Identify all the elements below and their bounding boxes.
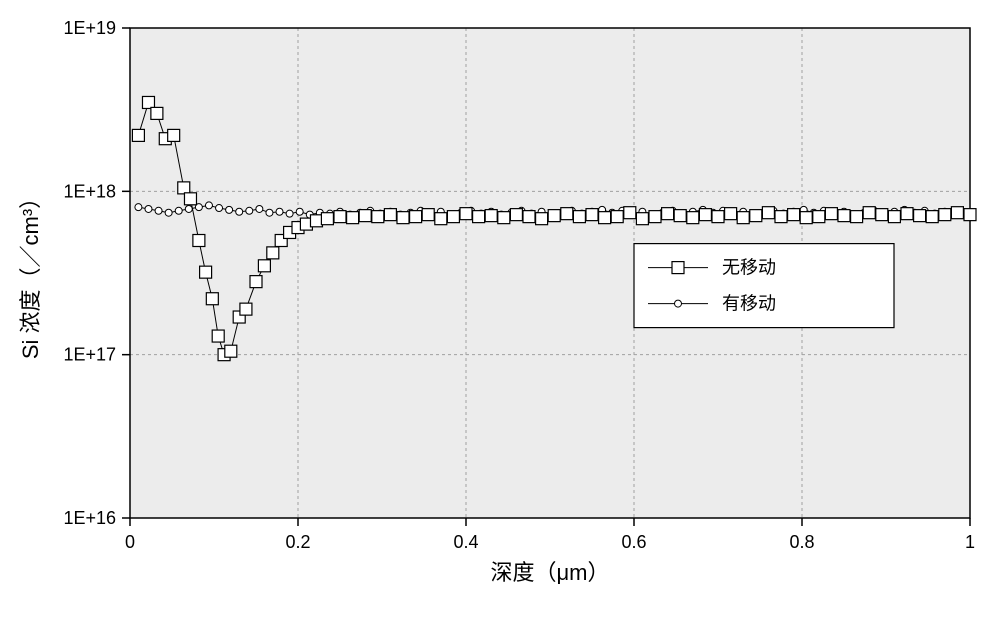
- y-axis-label: Si 浓度（／cm³）: [18, 187, 43, 359]
- x-axis-label: 深度（μm）: [490, 560, 609, 585]
- chart-svg: 0 0.2 0.4 0.6 0.8 1 1E+16 1E+17 1E+18 1E+19 深度（μm）…: [0, 0, 1000, 632]
- x-tick-label: 1: [965, 532, 975, 552]
- x-tick-label: 0.4: [453, 532, 478, 552]
- x-tick-label: 0.8: [789, 532, 814, 552]
- legend-label: 无移动: [722, 258, 776, 278]
- legend: 无移动有移动: [634, 244, 894, 328]
- chart-container: 0 0.2 0.4 0.6 0.8 1 1E+16 1E+17 1E+18 1E+19 深度（μm）…: [0, 0, 1000, 632]
- x-tick-label: 0.2: [285, 532, 310, 552]
- x-tick-label: 0.6: [621, 532, 646, 552]
- x-tick-label: 0: [125, 532, 135, 552]
- y-tick-label: 1E+19: [63, 18, 116, 38]
- legend-label: 有移动: [722, 294, 776, 314]
- y-tick-label: 1E+16: [63, 508, 116, 528]
- y-tick-label: 1E+17: [63, 345, 116, 365]
- legend-box: [634, 244, 894, 328]
- y-tick-label: 1E+18: [63, 181, 116, 201]
